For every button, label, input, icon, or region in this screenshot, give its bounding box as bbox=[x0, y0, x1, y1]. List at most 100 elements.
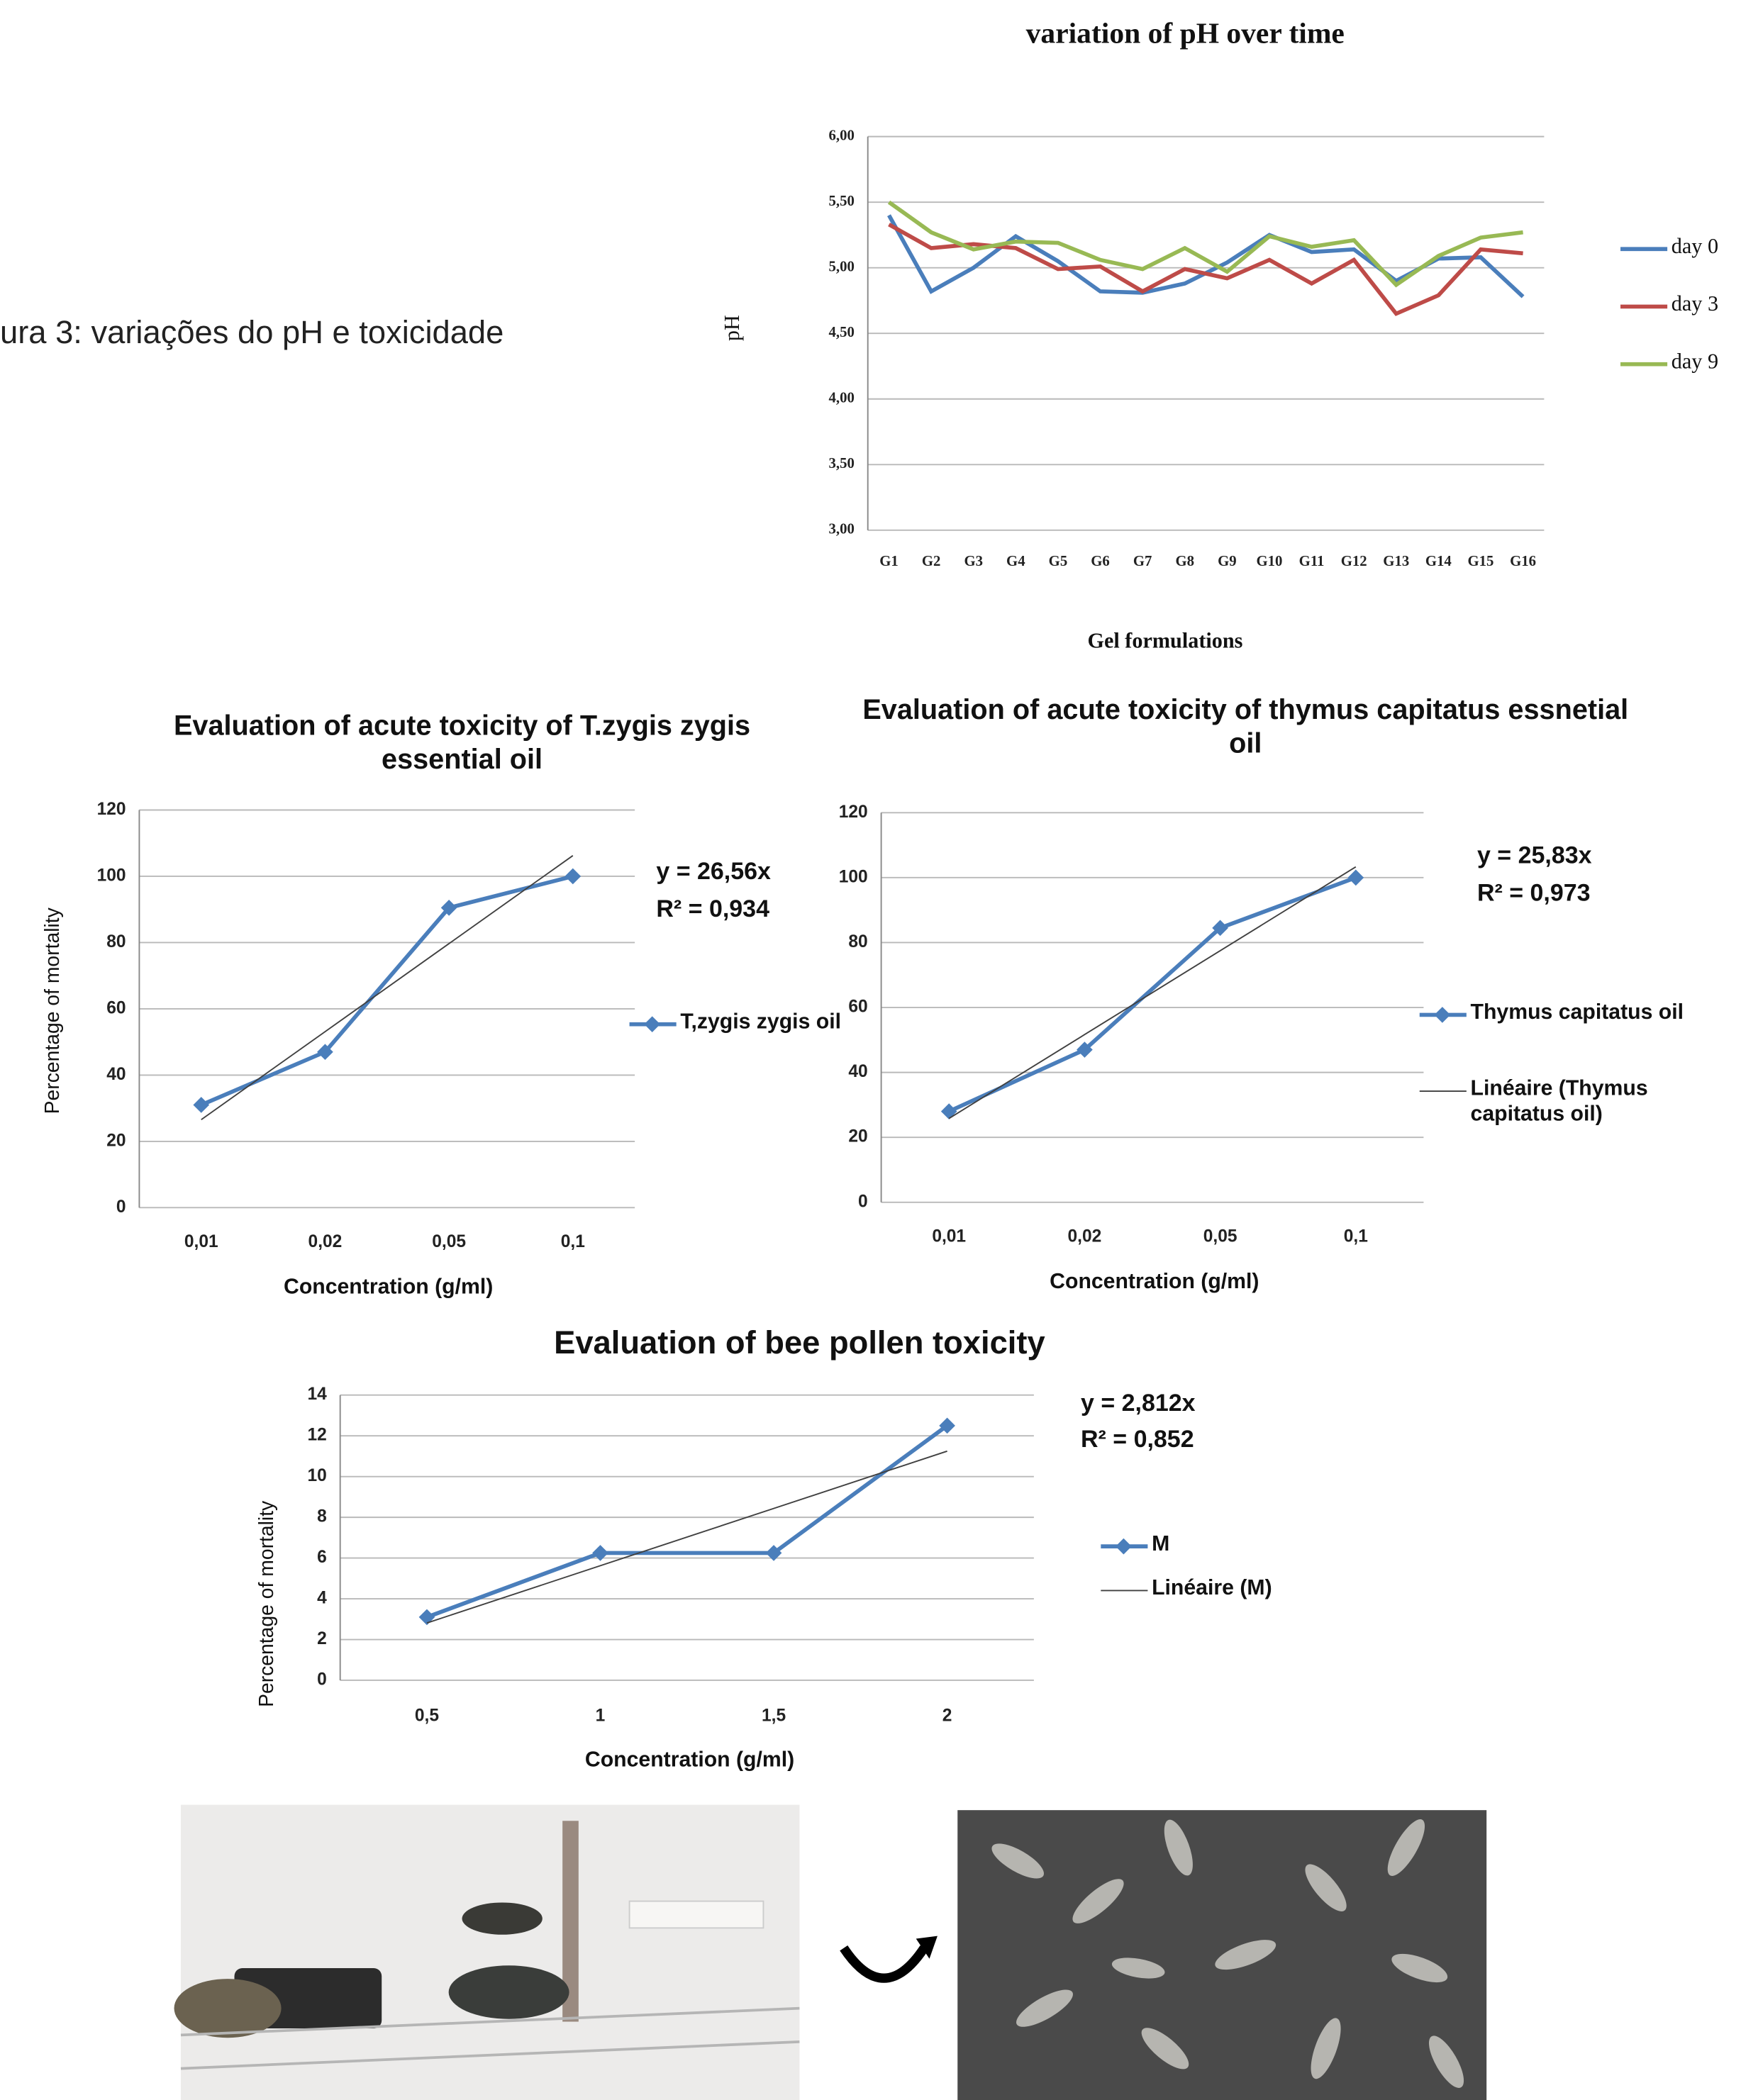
chart-title: Evaluation of bee pollen toxicity bbox=[398, 1326, 1201, 1364]
data-point bbox=[564, 869, 581, 885]
series-line bbox=[201, 876, 573, 1105]
legend-label-box: day 9 bbox=[1672, 350, 1741, 430]
caption: ura 3: variações do pH e toxicidade bbox=[0, 314, 504, 350]
x-axis-label: Concentration (g/ml) bbox=[284, 1275, 493, 1299]
y-tick-label: 100 bbox=[97, 866, 126, 885]
y-tick-label: 20 bbox=[848, 1127, 867, 1146]
chart-title-box: variation of pH over time bbox=[850, 16, 1520, 123]
y-tick-label: 4,00 bbox=[828, 390, 854, 406]
legend-marker bbox=[1435, 1007, 1451, 1023]
arrow bbox=[844, 1948, 924, 1978]
page: ura 3: variações do pH e toxicidade bbox=[0, 0, 1741, 2100]
series-line bbox=[889, 225, 1523, 314]
legend-label: day 3 bbox=[1672, 292, 1741, 318]
y-tick-label: 20 bbox=[106, 1131, 126, 1150]
data-point bbox=[193, 1097, 209, 1113]
x-tick-label: G7 bbox=[1133, 553, 1152, 569]
x-tick-label: G4 bbox=[1006, 553, 1025, 569]
data-point bbox=[941, 1103, 957, 1119]
x-tick-label: G6 bbox=[1091, 553, 1110, 569]
x-tick-label: G8 bbox=[1175, 553, 1194, 569]
y-tick-label: 14 bbox=[308, 1385, 328, 1404]
annotation: R² = 0,973 bbox=[1477, 879, 1591, 906]
x-tick-label: 0,01 bbox=[184, 1232, 218, 1251]
x-tick-label: G5 bbox=[1049, 553, 1068, 569]
x-tick-label: G12 bbox=[1341, 553, 1367, 569]
data-point bbox=[1347, 870, 1364, 886]
y-tick-label: 5,00 bbox=[828, 258, 854, 274]
y-tick-label: 6 bbox=[317, 1548, 327, 1567]
legend-label-box: Thymus capitatus oil bbox=[1471, 1000, 1692, 1080]
x-axis-label: Gel formulations bbox=[1087, 628, 1242, 652]
series-line bbox=[201, 856, 573, 1119]
y-axis-label: pH bbox=[720, 315, 744, 341]
legend-label: Linéaire (M) bbox=[1152, 1576, 1339, 1602]
chart: 024681012140,511,52Concentration (g/ml)P… bbox=[255, 1385, 1195, 1771]
photo-larvae bbox=[957, 1810, 1486, 2100]
annotation: R² = 0,934 bbox=[656, 895, 769, 922]
series-line bbox=[949, 867, 1356, 1119]
legend-label-box: Linéaire (M) bbox=[1152, 1576, 1339, 1656]
x-tick-label: 0,02 bbox=[308, 1232, 343, 1251]
x-tick-label: 0,05 bbox=[1203, 1227, 1237, 1246]
x-tick-label: G14 bbox=[1425, 553, 1452, 569]
x-tick-label: G10 bbox=[1256, 553, 1282, 569]
y-tick-label: 0 bbox=[858, 1192, 868, 1211]
y-tick-label: 4 bbox=[317, 1589, 327, 1608]
x-tick-label: G15 bbox=[1468, 553, 1494, 569]
legend-marker bbox=[1116, 1538, 1132, 1555]
legend-marker bbox=[644, 1016, 660, 1032]
legend-label: Linéaire (Thymus capitatus oil) bbox=[1471, 1076, 1692, 1127]
y-tick-label: 40 bbox=[848, 1062, 867, 1081]
legend-label: M bbox=[1152, 1531, 1339, 1557]
x-tick-label: G9 bbox=[1218, 553, 1237, 569]
y-tick-label: 60 bbox=[848, 998, 867, 1017]
y-tick-label: 5,50 bbox=[828, 193, 854, 209]
legend-label: day 9 bbox=[1672, 350, 1741, 375]
y-axis-label: Percentage of mortality bbox=[41, 907, 64, 1114]
x-tick-label: G16 bbox=[1510, 553, 1536, 569]
x-tick-label: 0,5 bbox=[415, 1706, 439, 1725]
chart-title-box: Evaluation of acute toxicity of T.zygis … bbox=[114, 710, 811, 817]
x-tick-label: 1 bbox=[596, 1706, 606, 1725]
legend-label: day 0 bbox=[1672, 234, 1741, 259]
x-tick-label: 0,1 bbox=[1344, 1227, 1368, 1246]
x-tick-label: 0,01 bbox=[932, 1227, 966, 1246]
photo-setup bbox=[174, 1805, 800, 2100]
y-tick-label: 10 bbox=[308, 1466, 327, 1485]
annotation: y = 26,56x bbox=[656, 858, 771, 885]
legend-label-box: T,zygis zygis oil bbox=[680, 1010, 867, 1090]
y-tick-label: 80 bbox=[848, 932, 867, 951]
figure: ura 3: variações do pH e toxicidade bbox=[0, 0, 1741, 2100]
series-line bbox=[949, 878, 1356, 1112]
chart-title-box: Evaluation of acute toxicity of thymus c… bbox=[844, 693, 1647, 800]
y-tick-label: 80 bbox=[106, 932, 126, 951]
x-tick-label: 0,05 bbox=[432, 1232, 466, 1251]
legend-label: Thymus capitatus oil bbox=[1471, 1000, 1692, 1026]
y-tick-label: 3,50 bbox=[828, 455, 854, 471]
x-tick-label: 2 bbox=[942, 1706, 952, 1725]
y-tick-label: 4,50 bbox=[828, 324, 854, 340]
y-tick-label: 120 bbox=[839, 803, 868, 822]
y-tick-label: 3,00 bbox=[828, 521, 854, 537]
y-tick-label: 6,00 bbox=[828, 127, 854, 143]
x-tick-label: 0,1 bbox=[561, 1232, 585, 1251]
y-tick-label: 0 bbox=[317, 1670, 327, 1689]
y-tick-label: 0 bbox=[116, 1197, 126, 1217]
series-line bbox=[427, 1426, 947, 1617]
x-tick-label: G2 bbox=[922, 553, 941, 569]
y-tick-label: 2 bbox=[317, 1629, 327, 1648]
y-tick-label: 12 bbox=[308, 1426, 327, 1445]
x-tick-label: G3 bbox=[964, 553, 983, 569]
y-tick-label: 100 bbox=[839, 867, 868, 886]
chart-title: Evaluation of acute toxicity of T.zygis … bbox=[114, 710, 811, 777]
y-axis-label: Percentage of mortality bbox=[255, 1500, 278, 1707]
legend-label-box: Linéaire (Thymus capitatus oil) bbox=[1471, 1076, 1692, 1156]
legend-label: T,zygis zygis oil bbox=[680, 1010, 867, 1035]
x-tick-label: 0,02 bbox=[1068, 1227, 1102, 1246]
y-tick-label: 60 bbox=[106, 998, 126, 1017]
chart-title: Evaluation of acute toxicity of thymus c… bbox=[844, 693, 1647, 761]
annotation: y = 25,83x bbox=[1477, 842, 1592, 869]
